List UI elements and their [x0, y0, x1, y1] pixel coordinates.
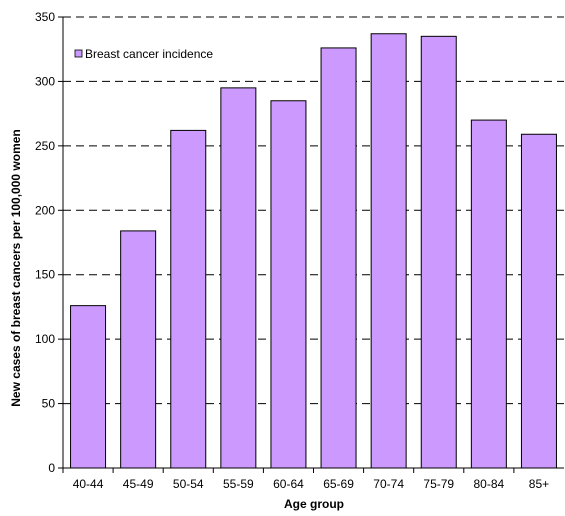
bars [70, 33, 557, 469]
x-tick-labels: 40-44 45-49 50-54 55-59 60-64 65-69 70-74 75-79… [73, 477, 549, 491]
x-tick-label: 60-64 [273, 477, 304, 491]
y-tick-label: 350 [35, 10, 55, 24]
legend-label: Breast cancer incidence [85, 47, 213, 61]
bar-70-74 [370, 33, 407, 469]
axes [58, 16, 564, 473]
y-tick-label: 0 [48, 461, 55, 475]
y-tick-label: 150 [35, 268, 55, 282]
x-axis-title: Age group [284, 497, 344, 511]
x-tick-label: 45-49 [123, 477, 154, 491]
y-tick-label: 200 [35, 203, 55, 217]
x-tick-label: 50-54 [173, 477, 204, 491]
bar-75-79 [420, 35, 457, 469]
y-tick-label: 300 [35, 74, 55, 88]
bar-65-69 [320, 47, 357, 469]
y-tick-label: 100 [35, 332, 55, 346]
bar-80-84 [470, 119, 507, 469]
y-axis-title: New cases of breast cancers per 100,000 … [9, 129, 23, 406]
x-tick-label: 55-59 [223, 477, 254, 491]
bar-60-64 [270, 100, 307, 469]
bar-50-54 [170, 129, 207, 469]
legend: Breast cancer incidence [74, 47, 213, 61]
x-tick-label: 75-79 [423, 477, 454, 491]
x-tick-label: 70-74 [373, 477, 404, 491]
y-tick-label: 250 [35, 139, 55, 153]
x-tick-label: 40-44 [73, 477, 104, 491]
y-tick-labels: 0 50 100 150 200 250 300 350 [35, 10, 55, 475]
legend-swatch [74, 49, 83, 58]
bar-55-59 [220, 87, 257, 469]
x-tick-label: 65-69 [323, 477, 354, 491]
bar-85+ [520, 133, 557, 469]
bar-40-44 [70, 305, 107, 469]
x-tick-label: 80-84 [473, 477, 504, 491]
y-tick-label: 50 [42, 397, 56, 411]
bar-45-49 [120, 230, 157, 469]
x-tick-label: 85+ [529, 477, 549, 491]
